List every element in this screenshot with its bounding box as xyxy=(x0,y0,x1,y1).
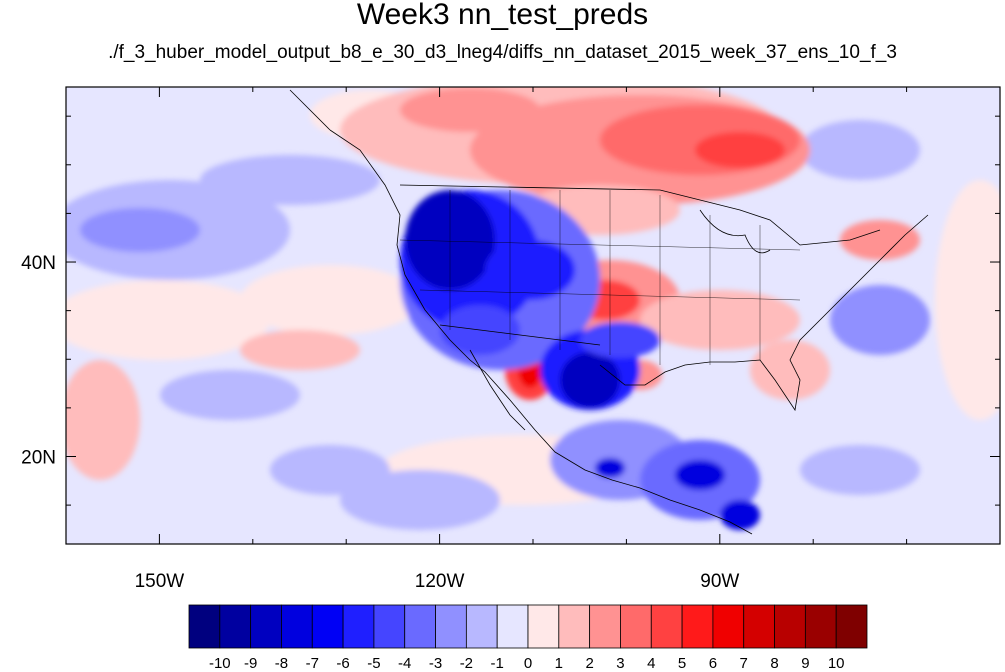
colorbar-swatch xyxy=(465,604,498,649)
colorbar-label: 7 xyxy=(740,655,748,672)
colorbar-swatch xyxy=(650,604,683,649)
lat-tick-label: 40N xyxy=(21,253,56,274)
colorbar-swatch xyxy=(589,604,621,649)
colorbar-swatch xyxy=(527,604,560,649)
colorbar-swatch xyxy=(743,604,775,649)
colorbar-label: 5 xyxy=(678,655,686,672)
colorbar-swatch xyxy=(404,604,436,649)
colorbar-swatch xyxy=(311,604,344,649)
lon-tick-label: 90W xyxy=(700,571,739,592)
colorbar-label: 3 xyxy=(616,655,624,672)
colorbar-label: 2 xyxy=(585,655,593,672)
colorbar-label: -1 xyxy=(491,655,504,672)
colorbar-swatch xyxy=(188,604,221,649)
colorbar-swatch xyxy=(558,604,591,649)
axis-ticks xyxy=(65,87,1001,544)
colorbar-swatch xyxy=(835,604,868,649)
colorbar-label: -10 xyxy=(209,655,231,672)
colorbar-swatch xyxy=(804,604,837,649)
lon-tick-label: 120W xyxy=(415,571,465,592)
colorbar-swatch xyxy=(774,604,806,649)
colorbar-label: 8 xyxy=(770,655,778,672)
state-borders xyxy=(399,190,801,365)
colorbar-swatch xyxy=(342,604,375,649)
plot-subtitle: ./f_3_huber_model_output_b8_e_30_d3_lneg… xyxy=(108,42,897,63)
colorbar-label: -9 xyxy=(244,655,257,672)
colorbar-label: 10 xyxy=(828,655,845,672)
colorbar-swatch xyxy=(712,604,745,649)
colorbar-label: -3 xyxy=(429,655,442,672)
colorbar-label: -6 xyxy=(336,655,349,672)
colorbar-label: -2 xyxy=(460,655,473,672)
colorbar-swatch xyxy=(681,604,714,649)
colorbar xyxy=(188,604,868,649)
colorbar-swatch xyxy=(496,604,529,649)
colorbar-labels: -10 -9 -8 -7 -6 -5 -4 -3 -2 -1 0 1 2 3 4 5 6 7 8 9 10 xyxy=(209,655,845,672)
plot-title: Week3 nn_test_preds xyxy=(356,0,649,31)
colorbar-label: 9 xyxy=(801,655,809,672)
colorbar-swatch xyxy=(620,604,652,649)
colorbar-swatch xyxy=(250,604,282,649)
lat-tick-label: 20N xyxy=(21,447,56,468)
colorbar-label: -8 xyxy=(275,655,288,672)
colorbar-label: -5 xyxy=(367,655,380,672)
colorbar-label: -7 xyxy=(306,655,319,672)
anomaly-field xyxy=(66,87,1000,544)
colorbar-swatch xyxy=(435,604,467,649)
colorbar-label: 4 xyxy=(647,655,655,672)
colorbar-label: 6 xyxy=(709,655,717,672)
axis-tick-labels: 150W 120W 90W 40N 20N xyxy=(21,253,739,592)
lon-tick-label: 150W xyxy=(135,571,185,592)
colorbar-label: 0 xyxy=(524,655,532,672)
colorbar-swatch xyxy=(219,604,252,649)
colorbar-swatch xyxy=(281,604,313,649)
colorbar-label: -4 xyxy=(398,655,411,672)
colorbar-swatch xyxy=(373,604,406,649)
colorbar-label: 1 xyxy=(555,655,563,672)
coastline xyxy=(289,89,929,535)
